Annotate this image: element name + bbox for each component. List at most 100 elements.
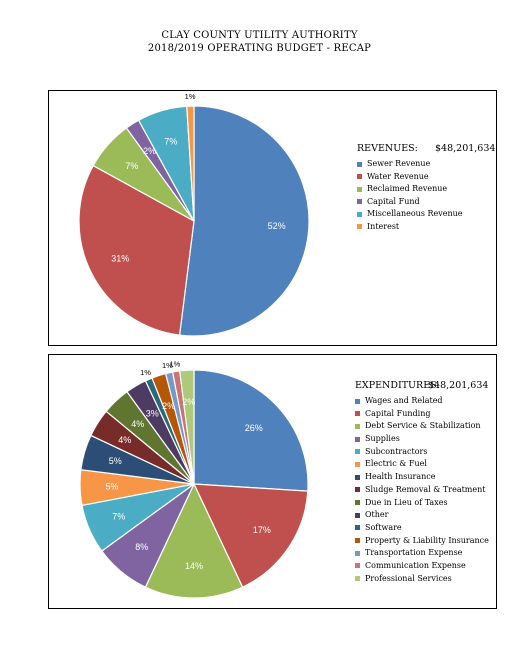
legend-swatch <box>355 461 360 467</box>
pie-slice-professional-services <box>179 369 195 485</box>
pie-slice-interest <box>186 105 195 222</box>
data-label-property-and-liability-insurance: 2% <box>162 401 175 411</box>
data-label-software: 1% <box>140 368 151 377</box>
data-label-electric-and-fuel: 5% <box>105 482 118 492</box>
pie-slice-wages-and-related <box>193 369 309 492</box>
legend-item-reclaimed-revenue: Reclaimed Revenue <box>357 183 463 196</box>
legend-item-capital-fund: Capital Fund <box>357 196 463 209</box>
legend-swatch <box>355 487 360 493</box>
legend-swatch <box>357 161 362 167</box>
legend-swatch <box>355 563 360 569</box>
revenues-chart-panel: 52% 31% 7% 2% 7% 1% REVENUES: $48,201,634 Sew… <box>48 90 497 346</box>
legend-item-subcontractors: Subcontractors <box>355 446 489 459</box>
legend-label: Miscellaneous Revenue <box>367 209 463 219</box>
legend-swatch <box>355 474 360 480</box>
legend-swatch <box>355 550 360 556</box>
legend-label: Interest <box>367 221 400 231</box>
data-label-reclaimed-revenue: 7% <box>125 161 138 171</box>
legend-label: Reclaimed Revenue <box>367 184 448 194</box>
data-label-capital-fund: 2% <box>143 146 156 156</box>
legend-item-capital-funding: Capital Funding <box>355 408 489 421</box>
legend-swatch <box>357 174 362 180</box>
data-label-subcontractors: 7% <box>112 512 125 522</box>
legend-swatch <box>355 525 360 531</box>
legend-swatch <box>355 436 360 442</box>
report-subtitle: 2018/2019 OPERATING BUDGET - RECAP <box>147 43 372 54</box>
expenditures-total: $48,201,634 <box>428 380 489 391</box>
expenditures-chart-panel: 26% 17% 14% 8% 7% 5% 5% 4% 4% 3% 1% 2% 1% 1% 2% EXPEND… <box>48 354 497 609</box>
data-label-sludge-removal-and-treatment: 4% <box>118 435 131 445</box>
revenues-legend: Sewer Revenue Water Revenue Reclaimed Reve… <box>357 158 463 234</box>
data-label-other: 3% <box>146 408 159 418</box>
legend-swatch <box>357 199 362 205</box>
legend-swatch <box>355 449 360 455</box>
legend-label: Wages and Related <box>365 396 443 405</box>
data-label-wages-and-related: 26% <box>245 423 263 433</box>
legend-swatch <box>355 398 360 404</box>
legend-item-sludge-removal-and-treatment: Sludge Removal & Treatment <box>355 484 489 497</box>
legend-label: Other <box>365 510 389 520</box>
legend-label: Communication Expense <box>365 560 466 570</box>
legend-item-other: Other <box>355 509 489 522</box>
legend-label: Subcontractors <box>365 446 428 456</box>
data-label-health-insurance: 5% <box>109 456 122 466</box>
legend-label: Supplies <box>365 434 400 444</box>
legend-item-transportation-expense: Transportation Expense <box>355 547 489 560</box>
legend-item-water-revenue: Water Revenue <box>357 171 463 184</box>
legend-item-software: Software <box>355 522 489 535</box>
data-label-transportation-expense: 1% <box>162 361 173 370</box>
data-label-capital-funding: 17% <box>253 525 271 535</box>
legend-label: Professional Services <box>365 573 452 583</box>
legend-swatch <box>355 423 360 429</box>
legend-label: Health Insurance <box>365 472 436 482</box>
data-label-due-in-lieu-of-taxes: 4% <box>131 419 144 429</box>
data-label-communication-expense: 1% <box>169 360 180 369</box>
pie-slice-capital-funding <box>193 483 309 588</box>
legend-label: Sludge Removal & Treatment <box>365 484 486 494</box>
legend-swatch <box>357 186 362 192</box>
legend-swatch <box>355 576 360 582</box>
legend-label: Property & Liability Insurance <box>365 535 489 545</box>
legend-label: Due in Lieu of Taxes <box>365 497 448 507</box>
legend-swatch <box>355 538 360 544</box>
legend-item-electric-and-fuel: Electric & Fuel <box>355 458 489 471</box>
legend-label: Water Revenue <box>367 171 429 181</box>
data-label-debt-service-and-stabilization: 14% <box>185 561 203 571</box>
legend-item-miscellaneous-revenue: Miscellaneous Revenue <box>357 208 463 221</box>
legend-item-due-in-lieu-of-taxes: Due in Lieu of Taxes <box>355 497 489 510</box>
legend-item-interest: Interest <box>357 221 463 234</box>
legend-label: Electric & Fuel <box>365 459 427 469</box>
legend-swatch <box>355 411 360 417</box>
legend-label: Transportation Expense <box>365 548 463 558</box>
legend-label: Debt Service & Stabilization <box>365 421 481 431</box>
legend-item-property-and-liability-insurance: Property & Liability Insurance <box>355 535 489 548</box>
legend-swatch <box>355 512 360 518</box>
data-label-water-revenue: 31% <box>111 254 129 264</box>
data-label-supplies: 8% <box>135 542 148 552</box>
legend-item-professional-services: Professional Services <box>355 573 489 586</box>
legend-swatch <box>355 500 360 505</box>
revenues-heading: REVENUES: <box>357 143 418 154</box>
data-label-sewer-revenue: 52% <box>268 221 286 231</box>
expenditures-legend: Wages and Related Capital Funding Debt Ser… <box>355 395 489 585</box>
legend-item-sewer-revenue: Sewer Revenue <box>357 158 463 171</box>
revenues-total: $48,201,634 <box>435 143 496 154</box>
data-label-professional-services: 2% <box>182 397 195 407</box>
legend-item-wages-and-related: Wages and Related <box>355 395 489 408</box>
report-title: CLAY COUNTY UTILITY AUTHORITY <box>161 30 358 41</box>
legend-item-health-insurance: Health Insurance <box>355 471 489 484</box>
pie-slice-sewer-revenue <box>178 105 310 337</box>
pie-slice-debt-service-and-stabilization <box>144 482 244 599</box>
expenditures-pie-chart: 26%17%14%8%7%5%5%4%4%3%1%2%1%1%2% <box>79 360 309 599</box>
legend-label: Capital Funding <box>365 408 431 418</box>
legend-swatch <box>357 211 362 217</box>
expenditures-heading: EXPENDITURES: <box>355 380 440 391</box>
pie-slice-water-revenue <box>78 164 195 336</box>
revenues-pie-chart: 52% 31% 7% 2% 7% 1% <box>78 92 310 337</box>
data-label-interest: 1% <box>185 92 196 101</box>
legend-label: Software <box>365 522 402 532</box>
legend-item-communication-expense: Communication Expense <box>355 560 489 573</box>
legend-label: Sewer Revenue <box>367 159 431 168</box>
legend-item-supplies: Supplies <box>355 433 489 446</box>
legend-label: Capital Fund <box>367 196 420 206</box>
